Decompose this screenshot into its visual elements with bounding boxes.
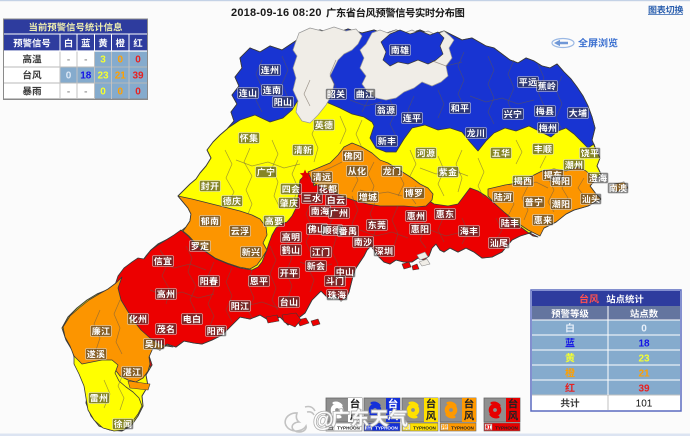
svg-text:39: 39 (132, 71, 144, 82)
svg-text:3: 3 (100, 55, 106, 66)
svg-text:23: 23 (638, 354, 650, 365)
svg-text:2018-09-16 08:20: 2018-09-16 08:20 (231, 7, 322, 19)
svg-text:21: 21 (115, 71, 127, 82)
svg-text:@: @ (313, 409, 333, 432)
svg-text:18: 18 (80, 71, 92, 82)
svg-text:0: 0 (117, 55, 123, 66)
svg-text:18: 18 (638, 339, 650, 350)
svg-text:TYPHOON: TYPHOON (413, 425, 436, 430)
svg-text:TYPHOON: TYPHOON (337, 425, 360, 430)
svg-text:21: 21 (638, 369, 650, 380)
svg-text:39: 39 (638, 384, 650, 395)
svg-text:-: - (84, 55, 87, 66)
svg-text:TYPHOON: TYPHOON (495, 425, 518, 430)
svg-text:0: 0 (117, 87, 123, 98)
svg-text:0: 0 (66, 71, 72, 82)
svg-text:0: 0 (135, 55, 141, 66)
svg-text:0: 0 (100, 87, 106, 98)
svg-text:TYPHOON: TYPHOON (451, 425, 474, 430)
svg-text:101: 101 (636, 399, 653, 410)
svg-text:0: 0 (135, 87, 141, 98)
svg-text:TYPHOON: TYPHOON (375, 425, 398, 430)
svg-text:23: 23 (97, 71, 109, 82)
svg-text:-: - (67, 55, 70, 66)
svg-text:0: 0 (641, 324, 647, 335)
svg-text:-: - (84, 87, 87, 98)
svg-text:-: - (67, 87, 70, 98)
